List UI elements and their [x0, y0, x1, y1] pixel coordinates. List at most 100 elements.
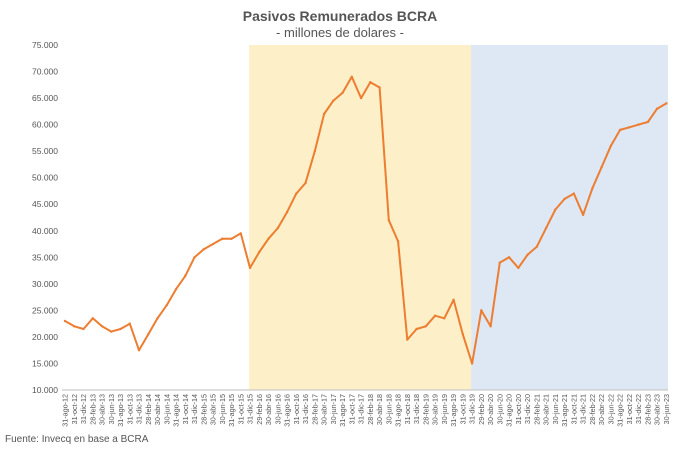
x-tick-label: 31-ago-16 [283, 394, 292, 427]
source-note: Fuente: Invecq en base a BCRA [5, 434, 149, 445]
y-tick-label: 75.000 [32, 40, 58, 50]
y-tick-label: 35.000 [32, 252, 58, 262]
x-tick-label: 31-ago-18 [394, 394, 403, 427]
x-tick-label: 31-dic-16 [301, 394, 310, 424]
data-point [137, 348, 141, 352]
data-point [452, 298, 455, 301]
x-tick-label: 30-jun-23 [662, 394, 671, 424]
x-tick-label: 31-dic-22 [634, 394, 643, 424]
data-point [350, 75, 354, 79]
x-tick-label: 30-jun-13 [107, 394, 116, 424]
x-tick-label: 30-jun-15 [218, 394, 227, 424]
data-point [100, 325, 104, 328]
x-tick-label: 30-jun-16 [273, 394, 282, 424]
data-point [581, 213, 585, 217]
x-tick-label: 31-dic-18 [412, 394, 421, 424]
data-point [406, 338, 409, 341]
data-point [119, 327, 122, 331]
x-tick-label: 30-jun-18 [384, 394, 393, 424]
y-tick-label: 30.000 [32, 279, 58, 289]
data-point [359, 96, 363, 100]
x-tick-label: 31-dic-21 [579, 394, 588, 424]
data-point [285, 210, 289, 214]
x-tick-label: 31-dic-19 [468, 394, 477, 424]
x-tick-label: 31-ago-21 [560, 394, 569, 427]
x-tick-label: 31-dic-17 [357, 394, 366, 424]
data-point [424, 325, 428, 328]
data-point [211, 242, 215, 246]
x-tick-label: 30-jun-21 [551, 394, 560, 424]
x-tick-label: 31-dic-13 [135, 394, 144, 424]
data-point [544, 226, 548, 230]
data-point [258, 250, 261, 254]
data-point [433, 314, 437, 317]
data-point [304, 181, 307, 185]
x-tick-label: 30-abr-23 [653, 394, 662, 425]
data-point [174, 287, 178, 291]
data-point [184, 274, 187, 278]
data-point [248, 266, 252, 270]
x-tick-label: 31-dic-20 [523, 394, 532, 424]
chart-subtitle: - millones de dolares - [276, 25, 404, 40]
y-tick-label: 50.000 [32, 173, 58, 183]
x-tick-label: 31-oct-22 [625, 394, 634, 424]
x-tick-label: 31-dic-14 [190, 394, 199, 424]
x-tick-label: 31-oct-21 [569, 394, 578, 424]
x-tick-label: 30-jun-17 [329, 394, 338, 424]
data-point [665, 102, 668, 105]
data-point [156, 317, 159, 320]
y-tick-label: 60.000 [32, 120, 58, 130]
shaded-period [249, 45, 472, 390]
data-point [369, 80, 372, 84]
x-tick-label: 28-feb-18 [366, 394, 375, 425]
data-point [628, 126, 631, 129]
y-tick-label: 55.000 [32, 146, 58, 156]
data-point [221, 237, 224, 240]
x-tick-label: 28-feb-21 [532, 394, 541, 425]
x-tick-label: 31-ago-19 [449, 394, 458, 427]
data-point [461, 333, 465, 336]
data-point [655, 107, 659, 110]
data-point [110, 330, 113, 333]
x-tick-label: 31-oct-14 [181, 394, 190, 424]
data-point [600, 165, 603, 169]
series-line [64, 75, 667, 365]
data-point [387, 218, 391, 222]
data-point [563, 197, 566, 201]
x-tick-label: 28-feb-14 [144, 394, 153, 425]
data-point [396, 240, 400, 243]
data-point [378, 86, 381, 89]
chart-title: Pasivos Remunerados BCRA [242, 8, 438, 24]
x-tick-label: 31-ago-12 [61, 394, 70, 427]
x-tick-label: 30-abr-21 [542, 394, 551, 425]
x-tick-label: 31-oct-16 [292, 394, 301, 424]
x-tick-label: 31-oct-12 [70, 394, 79, 424]
data-point [82, 327, 85, 331]
y-tick-label: 20.000 [32, 332, 58, 342]
x-tick-label: 31-ago-15 [227, 394, 236, 427]
data-point [276, 226, 279, 230]
x-tick-label: 31-ago-14 [172, 394, 181, 427]
data-point [267, 237, 270, 240]
data-point [554, 208, 557, 211]
x-tick-label: 30-abr-22 [597, 394, 606, 425]
x-tick-label: 28-feb-15 [199, 394, 208, 425]
x-tick-label: 30-jun-14 [162, 394, 171, 424]
x-tick-label: 28-feb-13 [88, 394, 97, 425]
x-tick-label: 31-ago-22 [616, 394, 625, 427]
x-tick-label: 30-abr-15 [209, 394, 218, 425]
data-point [165, 303, 168, 307]
x-tick-label: 29-feb-16 [255, 394, 264, 425]
data-point [230, 237, 233, 240]
data-point [470, 362, 474, 365]
data-point [507, 256, 511, 259]
y-tick-label: 40.000 [32, 226, 58, 236]
x-tick-label: 31-dic-12 [79, 394, 88, 424]
x-tick-label: 31-oct-15 [236, 394, 245, 424]
x-tick-label: 30-abr-13 [98, 394, 107, 425]
x-tick-label: 31-oct-17 [347, 394, 356, 424]
x-tick-label: 31-ago-20 [505, 394, 514, 427]
y-tick-label: 10.000 [32, 385, 58, 395]
x-tick-label: 30-abr-20 [486, 394, 495, 425]
x-tick-label: 31-oct-13 [125, 394, 134, 424]
